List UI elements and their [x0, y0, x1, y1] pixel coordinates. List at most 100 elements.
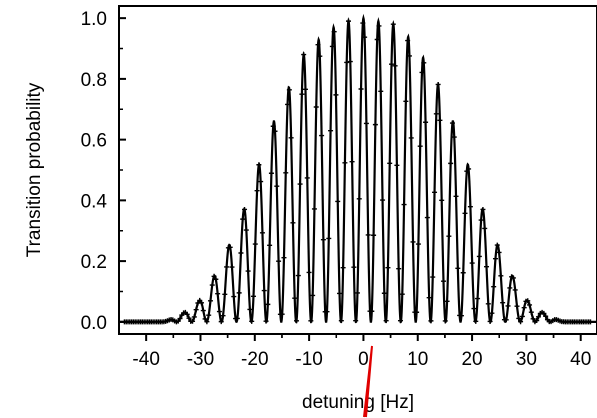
data-point-marker [403, 98, 409, 104]
data-point-marker [491, 284, 497, 290]
series-markers [121, 18, 593, 325]
data-point-marker [308, 318, 314, 324]
data-point-marker [263, 318, 269, 324]
data-point-marker [369, 308, 375, 314]
data-point-marker [270, 123, 276, 129]
data-point-marker [200, 308, 206, 314]
y-axis-title: Transition probability [24, 82, 45, 257]
data-point-marker [299, 91, 305, 97]
red-annotation-mark [363, 345, 373, 418]
x-tick-label: -40 [132, 349, 159, 370]
data-point-marker [385, 265, 391, 271]
data-point-marker [426, 295, 432, 301]
x-tick-label: -10 [295, 349, 322, 370]
data-point-marker [358, 86, 364, 92]
data-point-marker [267, 242, 273, 248]
data-point-marker [510, 275, 516, 281]
data-point-marker [383, 318, 389, 324]
data-point-marker [480, 206, 486, 212]
data-point-marker [473, 318, 479, 324]
data-point-marker [331, 29, 337, 35]
data-point-marker [240, 216, 246, 222]
data-point-marker [231, 294, 237, 300]
data-point-marker [496, 249, 502, 255]
data-point-marker [433, 111, 439, 117]
data-point-marker [487, 318, 493, 324]
series-line [119, 13, 597, 323]
data-point-marker [446, 233, 452, 239]
data-point-marker [423, 119, 429, 125]
data-point-marker [301, 52, 307, 58]
data-point-marker [587, 319, 593, 325]
y-tick-label: 0.8 [81, 70, 107, 91]
data-point-marker [543, 313, 549, 319]
data-point-marker [512, 287, 518, 293]
data-point-marker [485, 301, 491, 307]
data-point-marker [392, 63, 398, 69]
data-point-marker [460, 270, 466, 276]
data-point-marker [516, 315, 522, 321]
data-point-marker [243, 227, 249, 233]
data-point-marker [492, 256, 498, 262]
data-point-marker [199, 300, 205, 306]
y-tick-label: 1.0 [81, 9, 107, 30]
data-point-marker [328, 128, 334, 134]
y-tick-label: 0.6 [81, 131, 107, 152]
data-point-marker [424, 215, 430, 221]
data-point-marker [306, 269, 312, 275]
data-point-marker [507, 285, 513, 291]
x-tick-label: -20 [241, 349, 268, 370]
data-point-marker [245, 268, 251, 274]
data-point-marker [494, 242, 500, 248]
data-point-marker [467, 204, 473, 210]
data-point-marker [530, 316, 536, 322]
data-point-marker [440, 278, 446, 284]
data-point-marker [290, 220, 296, 226]
data-point-marker [503, 317, 509, 323]
data-point-marker [345, 18, 351, 24]
y-tick-label: 0.2 [81, 252, 107, 273]
data-point-marker [326, 235, 332, 241]
data-point-marker [259, 230, 265, 236]
data-point-marker [242, 206, 248, 212]
data-point-marker [349, 159, 355, 165]
data-point-marker [315, 42, 321, 48]
x-tick-label: 30 [516, 349, 537, 370]
data-point-marker [354, 290, 360, 296]
data-point-marker [207, 298, 213, 304]
data-point-marker [353, 318, 359, 324]
data-point-marker [363, 120, 369, 126]
data-point-marker [351, 264, 357, 270]
data-point-marker [215, 291, 221, 297]
data-point-marker [399, 291, 405, 297]
data-point-marker [519, 313, 525, 319]
data-point-marker [356, 196, 362, 202]
data-point-marker [294, 318, 300, 324]
data-point-marker [462, 210, 468, 216]
data-point-marker [283, 170, 289, 176]
data-point-marker [342, 160, 348, 166]
data-point-marker [190, 318, 196, 324]
data-point-marker [489, 310, 495, 316]
data-point-marker [397, 318, 403, 324]
data-point-marker [453, 193, 459, 199]
data-point-marker [220, 313, 226, 319]
data-point-marker [514, 303, 520, 309]
data-point-marker [428, 318, 434, 324]
data-point-marker [466, 166, 472, 172]
data-point-marker [347, 59, 353, 65]
data-point-marker [274, 183, 280, 189]
data-point-marker [394, 162, 400, 168]
data-point-marker [435, 81, 441, 87]
data-point-marker [252, 241, 258, 247]
data-point-marker [417, 143, 423, 149]
data-point-marker [451, 134, 457, 140]
data-point-marker [292, 295, 298, 301]
data-point-marker [340, 265, 346, 271]
data-point-marker [396, 266, 402, 272]
data-point-marker [311, 206, 317, 212]
data-point-marker [276, 258, 282, 264]
data-point-marker [405, 38, 411, 44]
data-point-marker [324, 309, 330, 315]
data-point-marker [421, 60, 427, 66]
